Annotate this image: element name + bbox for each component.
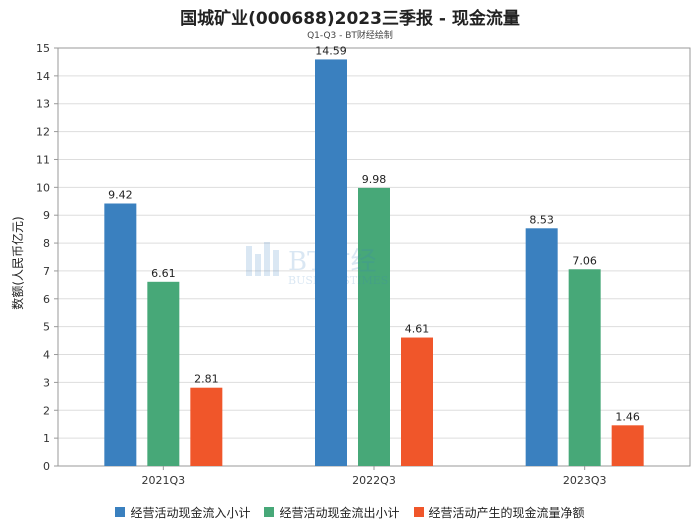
y-tick-label: 11 (36, 153, 50, 166)
svg-text:BUSINESSTIMES: BUSINESSTIMES (288, 274, 388, 287)
legend-item: 经营活动现金流入小计 (115, 503, 250, 521)
legend-swatch (413, 507, 424, 517)
data-label: 7.06 (572, 254, 597, 267)
y-tick-label: 15 (36, 42, 50, 55)
data-label: 9.42 (108, 188, 133, 201)
bar (525, 228, 558, 466)
chart-subtitle: Q1-Q3 - BT财经绘制 (307, 31, 393, 41)
y-tick-label: 1 (43, 432, 50, 445)
bar (315, 59, 347, 467)
y-tick-label: 6 (43, 293, 50, 306)
svg-text:BT财经: BT财经 (288, 247, 376, 277)
data-label: 9.98 (362, 173, 387, 186)
y-axis-label: 数额(人民币亿元) (10, 216, 25, 309)
legend-swatch (115, 507, 126, 517)
legend-label: 经营活动现金流入小计 (130, 505, 251, 520)
bar (104, 203, 137, 466)
bar (190, 387, 223, 466)
bar-layer (104, 59, 644, 467)
legend-swatch (264, 507, 275, 517)
y-tick-label: 12 (36, 126, 50, 139)
data-label: 8.53 (529, 213, 554, 226)
y-tick-label: 8 (43, 237, 50, 250)
y-tick-label: 7 (43, 265, 50, 278)
data-label: 6.61 (151, 267, 176, 280)
data-label: 1.46 (615, 410, 640, 423)
x-tick-label: 2021Q3 (142, 474, 186, 487)
data-label: 14.59 (315, 44, 347, 57)
y-tick-label: 3 (43, 376, 50, 389)
x-tick-label: 2023Q3 (563, 474, 607, 487)
legend-label: 经营活动现金流出小计 (279, 505, 400, 520)
data-label: 2.81 (194, 373, 219, 386)
bar (358, 187, 390, 466)
label-layer: 9.42 6.61 2.81 14.59 9.98 4.61 8.53 7.06 1.46 (108, 44, 640, 423)
bar (611, 425, 644, 466)
legend: 经营活动现金流入小计 经营活动现金流出小计 经营活动产生的现金流量净额 (0, 503, 700, 521)
legend-item: 经营活动现金流出小计 (264, 503, 400, 521)
y-tick-label: 0 (43, 460, 50, 473)
y-tick-label: 10 (36, 181, 50, 194)
x-tick-label: 2022Q3 (352, 474, 396, 487)
bar (568, 269, 601, 466)
bar (401, 337, 433, 466)
legend-label: 经营活动产生的现金流量净额 (428, 505, 585, 520)
bar (147, 281, 180, 466)
y-tick-label: 4 (43, 349, 50, 362)
y-tick-label: 9 (43, 209, 50, 222)
y-tick-label: 5 (43, 321, 50, 334)
y-tick-label: 14 (36, 70, 50, 83)
chart-title: 国城矿业(000688)2023三季报 - 现金流量 (180, 9, 520, 29)
legend-item: 经营活动产生的现金流量净额 (413, 503, 585, 521)
y-tick-label: 13 (36, 98, 50, 111)
data-label: 4.61 (405, 323, 430, 336)
y-tick-label: 2 (43, 404, 50, 417)
watermark-logo: BT财经 BUSINESSTIMES (246, 240, 456, 292)
